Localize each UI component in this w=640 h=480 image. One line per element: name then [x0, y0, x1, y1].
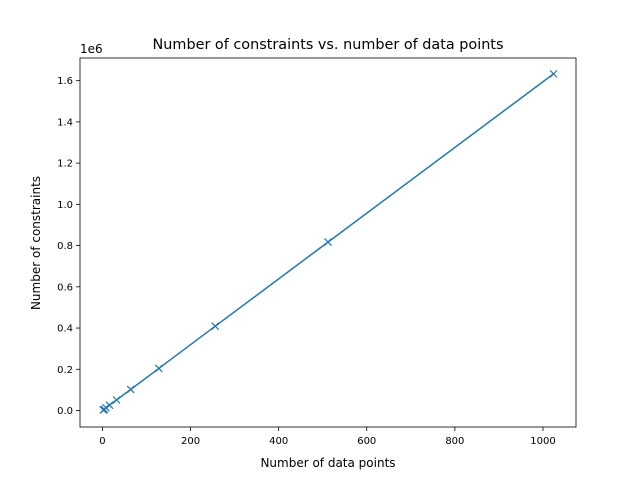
axes-frame: [79, 57, 577, 428]
x-tick-label: 800: [445, 436, 464, 447]
y-tick-label: 0.0: [57, 406, 73, 417]
x-tick-label: 0: [99, 436, 105, 447]
x-tick-label: 200: [181, 436, 200, 447]
plot-area: [99, 69, 558, 414]
data-point-marker: [154, 364, 163, 373]
y-tick-label: 1.4: [57, 117, 73, 128]
y-tick-label: 1.2: [57, 159, 73, 170]
x-tick-label: 400: [269, 436, 288, 447]
data-point-marker: [324, 238, 332, 247]
x-axis-label: Number of data points: [260, 456, 395, 470]
y-axis-ticks: 0.0 0.2 0.4 0.6 0.8 1.0 1.2 1.4 1.6: [57, 76, 80, 417]
data-point-marker: [126, 385, 135, 394]
x-tick-label: 1000: [530, 436, 555, 447]
y-tick-label: 0.8: [57, 241, 73, 252]
y-axis-label: Number of constraints: [29, 176, 43, 310]
y-tick-label: 0.2: [57, 365, 73, 376]
chart-title: Number of constraints vs. number of data…: [153, 37, 504, 53]
x-axis-ticks: 0 200 400 600 800 1000: [99, 427, 556, 447]
data-point-marker: [211, 322, 220, 331]
data-point-marker: [105, 401, 114, 410]
data-point-marker: [549, 69, 558, 78]
y-tick-label: 0.4: [57, 324, 73, 335]
data-point-marker: [112, 396, 121, 404]
y-tick-label: 1.6: [57, 76, 73, 87]
y-axis-offset-label: 1e6: [80, 42, 103, 56]
y-tick-label: 0.6: [57, 282, 73, 293]
y-tick-label: 1.0: [57, 200, 73, 211]
x-tick-label: 600: [357, 436, 376, 447]
